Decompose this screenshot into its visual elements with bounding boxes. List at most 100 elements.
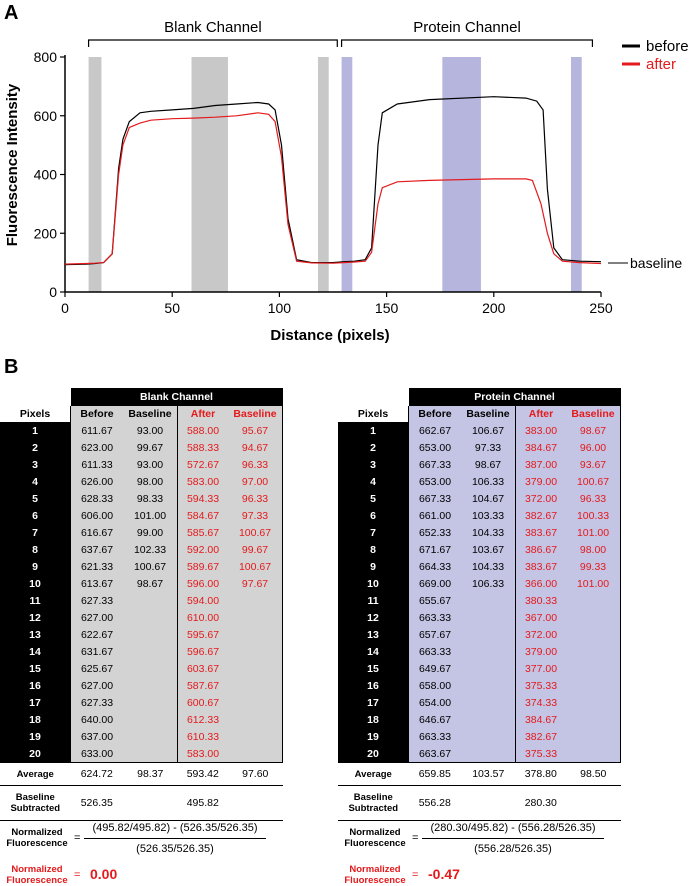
baseline-after-value <box>566 626 621 643</box>
norm-result-label-line2: Fluorescence <box>6 875 68 886</box>
after-value: 382.67 <box>515 728 566 745</box>
table-row: 1 662.67 106.67 383.00 98.67 <box>338 422 621 439</box>
before-value: 637.00 <box>70 728 123 745</box>
table-row: 13 657.67 372.00 <box>338 626 621 643</box>
baseline-before-value: 100.67 <box>123 558 178 575</box>
average-value: 624.72 <box>70 762 123 786</box>
table-row: 5 667.33 104.67 372.00 96.33 <box>338 490 621 507</box>
y-tick-label: 600 <box>34 108 58 124</box>
fraction-line <box>422 838 604 839</box>
channel-title: Blank Channel <box>70 388 283 406</box>
after-value: 372.00 <box>515 626 566 643</box>
baseline-subtracted-row: Baseline Subtracted 556.28 280.30 <box>338 785 621 821</box>
shaded-region <box>191 57 228 292</box>
bsub-label-line2: Subtracted <box>348 803 399 814</box>
pixel-index: 13 <box>338 626 409 643</box>
after-value: 383.00 <box>515 422 566 439</box>
before-value: 611.67 <box>70 422 123 439</box>
shaded-region <box>442 57 481 292</box>
baseline-after-value <box>566 745 621 763</box>
before-value: 621.33 <box>70 558 123 575</box>
result-equals-sign: = <box>74 869 81 881</box>
baseline-before-value: 104.33 <box>461 524 516 541</box>
norm-label-line1: Normalized <box>11 827 63 838</box>
channel-title: Protein Channel <box>408 388 621 406</box>
baseline-before-value <box>461 643 516 660</box>
after-value: 612.33 <box>177 711 228 728</box>
before-value: 662.67 <box>408 422 461 439</box>
norm-numerator: (495.82/495.82) - (526.35/526.35) <box>92 822 258 834</box>
baseline-before-value <box>461 694 516 711</box>
result-equals-sign: = <box>412 869 419 881</box>
table-row: 11 627.33 594.00 <box>0 592 283 609</box>
y-tick-label: 200 <box>34 225 58 241</box>
after-value: 384.67 <box>515 711 566 728</box>
before-value: 622.67 <box>70 626 123 643</box>
x-tick-label: 250 <box>589 300 613 316</box>
fluorescence-chart: 0 200 400 600 800 0 50 100 150 200 250 Distance (pi… <box>4 19 689 344</box>
baseline-after-value <box>566 677 621 694</box>
baseline-before-value <box>123 609 178 626</box>
pixel-index: 9 <box>338 558 409 575</box>
after-value: 384.67 <box>515 439 566 456</box>
baseline-after-value: 100.67 <box>228 524 283 541</box>
average-value: 103.57 <box>461 762 516 786</box>
baseline-before-value <box>123 694 178 711</box>
baseline-after-header: Baseline <box>228 406 283 422</box>
baseline-before-value: 103.33 <box>461 507 516 524</box>
table-row: 2 623.00 99.67 588.33 94.67 <box>0 439 283 456</box>
table-row: 16 627.00 587.67 <box>0 677 283 694</box>
table-row: 12 627.00 610.00 <box>0 609 283 626</box>
baseline-after-value <box>228 694 283 711</box>
after-value: 584.67 <box>177 507 228 524</box>
pixel-index: 13 <box>0 626 71 643</box>
baseline-after-value: 94.67 <box>228 439 283 456</box>
average-label: Average <box>0 762 71 786</box>
y-tick-label: 800 <box>34 49 58 65</box>
after-value: 375.33 <box>515 677 566 694</box>
baseline-before-value: 93.00 <box>123 422 178 439</box>
x-tick-label: 150 <box>375 300 399 316</box>
before-value: 627.33 <box>70 592 123 609</box>
legend-label-after: after <box>646 56 676 73</box>
baseline-before-value <box>123 745 178 763</box>
baseline-before-value <box>123 660 178 677</box>
norm-result-label: Normalized Fluorescence <box>340 864 410 886</box>
before-value: 637.67 <box>70 541 123 558</box>
baseline-after-value: 97.00 <box>228 473 283 490</box>
table-row: 10 613.67 98.67 596.00 97.67 <box>0 575 283 592</box>
baseline-after-value <box>566 609 621 626</box>
after-value: 592.00 <box>177 541 228 558</box>
average-value: 659.85 <box>408 762 461 786</box>
baseline-before-value <box>123 592 178 609</box>
before-value: 658.00 <box>408 677 461 694</box>
norm-result-label-line1: Normalized <box>349 864 401 875</box>
baseline-subtracted-row: Baseline Subtracted 526.35 495.82 <box>0 785 283 821</box>
pixel-index: 5 <box>0 490 71 507</box>
baseline-before-header: Baseline <box>123 406 178 422</box>
panel-label-a: A <box>4 2 19 24</box>
bsub-after-value: 280.30 <box>515 785 566 821</box>
pixel-index: 2 <box>338 439 409 456</box>
after-value: 589.67 <box>177 558 228 575</box>
table-row: 9 621.33 100.67 589.67 100.67 <box>0 558 283 575</box>
average-row: Average 659.85 103.57 378.80 98.50 <box>338 762 621 786</box>
bsub-before-value: 526.35 <box>70 785 123 821</box>
pixel-index: 16 <box>338 677 409 694</box>
before-value: 667.33 <box>408 456 461 473</box>
table-row: 19 663.33 382.67 <box>338 728 621 745</box>
baseline-after-value <box>566 660 621 677</box>
before-value: 663.33 <box>408 643 461 660</box>
baseline-after-value <box>228 643 283 660</box>
table-row: 6 661.00 103.33 382.67 100.33 <box>338 507 621 524</box>
baseline-before-value <box>461 592 516 609</box>
table-row: 14 663.33 379.00 <box>338 643 621 660</box>
pixel-index: 7 <box>338 524 409 541</box>
baseline-before-value <box>123 643 178 660</box>
baseline-before-value: 99.67 <box>123 439 178 456</box>
table-row: 17 627.33 600.67 <box>0 694 283 711</box>
pixel-index: 19 <box>0 728 71 745</box>
before-value: 664.33 <box>408 558 461 575</box>
baseline-after-value: 100.33 <box>566 507 621 524</box>
after-value: 380.33 <box>515 592 566 609</box>
